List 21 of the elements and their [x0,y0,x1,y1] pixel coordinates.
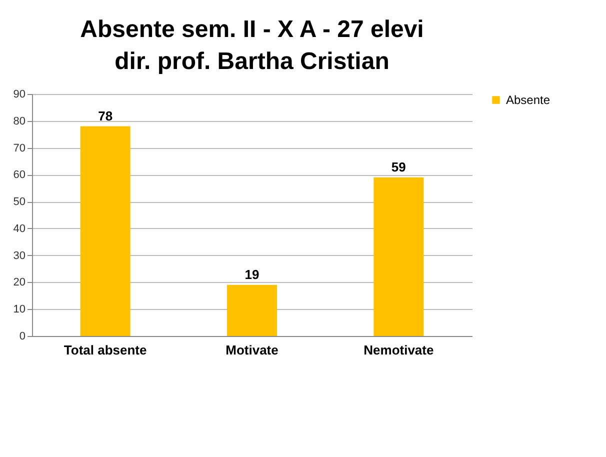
y-tick-label: 50 [13,196,26,208]
y-tick-label: 70 [13,142,26,154]
y-tick-label: 30 [13,250,26,262]
y-tick-label: 10 [13,304,26,316]
chart-title: Absente sem. II - X A - 27 elevi dir. prof. Bartha Cristian [80,16,424,75]
y-tick-label: 90 [13,88,26,100]
data-label: 78 [98,108,113,124]
y-tick-label: 80 [13,115,26,128]
y-tick-label: 60 [13,169,26,182]
bar [374,177,424,336]
data-label: 19 [244,266,260,282]
y-tick-label: 20 [13,276,26,289]
data-label: 59 [391,159,406,174]
y-tick-label: 0 [19,330,26,342]
legend-label: Absente [506,93,550,107]
x-tick-label: Nemotivate [364,342,434,358]
x-tick-label: Motivate [226,342,278,358]
x-tick-label: Total absente [64,342,147,358]
y-tick-label: 40 [13,222,26,235]
bar [227,284,277,336]
bar [80,126,130,336]
